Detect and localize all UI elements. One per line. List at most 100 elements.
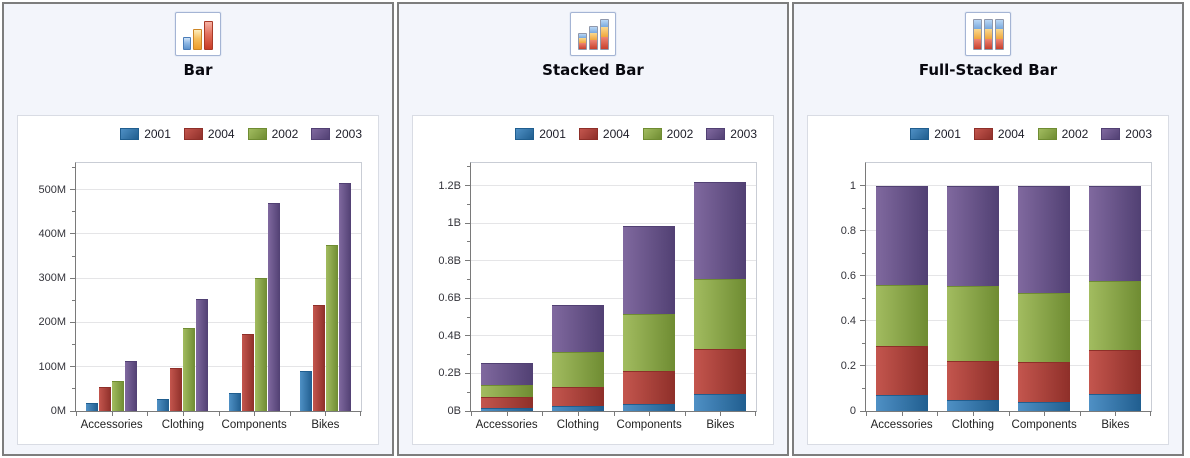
x-axis-minor-tick [1115, 412, 1117, 416]
bar-2001-Components [228, 393, 241, 411]
y-axis-minor-tick [72, 388, 75, 390]
x-axis-label: Clothing [556, 419, 599, 431]
y-axis-label: 0.4 [840, 314, 856, 327]
x-axis-tick [147, 412, 149, 416]
bar-segment-2001-Accessories [480, 407, 533, 411]
y-axis-label: 0B [447, 405, 461, 417]
chart-card: 2001 2004 2002 2003 0B 0.2B 0.4B 0.6B 0.8B 1B 1.2… [412, 115, 774, 445]
gridline [471, 372, 756, 374]
panel-bar: Bar 2001 2004 2002 2003 0M 100M 200M 300M 400M 5… [2, 2, 394, 456]
y-axis-label: 300M [38, 272, 66, 285]
legend-item-2004: 2004 [973, 127, 1025, 141]
icon-bar-stacked [599, 19, 609, 50]
bar-segment-2002-Components [1018, 293, 1071, 362]
legend-item-2003: 2003 [311, 127, 362, 141]
y-axis-minor-tick [862, 342, 865, 344]
x-axis-tick [613, 412, 615, 416]
bar-2001-Bikes [299, 371, 312, 411]
x-axis-minor-tick [901, 412, 903, 416]
panel-header: Bar [4, 4, 392, 79]
gridline [866, 365, 1151, 367]
bar-segment-2002-Clothing [946, 286, 999, 361]
panel-stacked-bar: Stacked Bar 2001 2004 2002 2003 0B 0.2B 0.4B 0… [397, 2, 789, 456]
bar-segment-2001-Clothing [551, 405, 604, 411]
legend-swatch [183, 128, 203, 140]
y-axis-tick [860, 320, 865, 322]
bar-segment-2003-Components [623, 225, 676, 315]
icon-bar-blue [183, 37, 191, 50]
gridline [76, 189, 361, 191]
legend-item-2001: 2001 [120, 127, 171, 141]
legend-label: 2003 [730, 127, 757, 141]
x-axis-tick [360, 412, 361, 416]
x-axis-minor-tick [1044, 412, 1046, 416]
chart-card: 2001 2004 2002 2003 0 0.2 0.4 0.6 0.8 1 Accessori… [807, 115, 1169, 445]
y-axis-minor-tick [862, 252, 865, 254]
x-axis-minor-tick [325, 412, 327, 416]
bar-2004-Clothing [170, 367, 183, 411]
y-axis-tick [465, 185, 470, 187]
legend-item-2001: 2001 [515, 127, 566, 141]
legend-item-2004: 2004 [578, 127, 630, 141]
y-axis-tick [70, 277, 75, 279]
bar-segment-2004-Clothing [946, 360, 999, 400]
y-axis-tick [465, 372, 470, 374]
legend-swatch [642, 128, 662, 140]
y-axis-label: 400M [38, 227, 66, 240]
y-axis-label: 0.6 [840, 269, 856, 282]
x-axis-label: Bikes [311, 419, 340, 431]
legend-swatch [120, 128, 140, 140]
bar-segment-2001-Bikes [1089, 394, 1142, 411]
y-axis-minor-tick [72, 344, 75, 346]
x-axis-minor-tick [720, 412, 722, 416]
bar-2002-Clothing [183, 328, 196, 411]
panel-header: Full-Stacked Bar [794, 4, 1182, 79]
y-axis-minor-tick [862, 297, 865, 299]
gridline [866, 275, 1151, 277]
gridline [76, 321, 361, 323]
bar-segment-2002-Clothing [551, 352, 604, 388]
bar-segment-2004-Accessories [480, 397, 533, 408]
y-axis-label: 0.8B [438, 254, 461, 267]
bar-2001-Accessories [86, 403, 99, 411]
y-axis-label: 0M [50, 405, 66, 417]
bar-2003-Bikes [338, 182, 351, 411]
legend-item-2002: 2002 [247, 127, 298, 141]
chart-legend: 2001 2004 2002 2003 [910, 127, 1152, 141]
x-axis-minor-tick [111, 412, 113, 416]
gridline [866, 230, 1151, 232]
stacked-bar-chart-icon[interactable] [570, 12, 616, 56]
icon-bar-full-stacked [972, 19, 982, 50]
y-axis-label: 0.6B [438, 292, 461, 305]
bar-segment-2004-Bikes [694, 349, 747, 395]
bar-2001-Clothing [157, 398, 170, 411]
x-axis-tick [684, 412, 686, 416]
bar-2002-Accessories [112, 380, 125, 411]
bar-segment-2003-Bikes [694, 181, 747, 279]
bar-chart-icon[interactable] [175, 12, 221, 56]
bar-2004-Accessories [99, 386, 112, 411]
x-axis-minor-tick [506, 412, 508, 416]
x-axis-tick [937, 412, 939, 416]
y-axis-minor-tick [467, 166, 470, 168]
legend-label: 2001 [934, 127, 961, 141]
legend-label: 2004 [997, 127, 1025, 141]
gridline [471, 185, 756, 187]
y-axis-tick [70, 321, 75, 323]
y-axis-minor-tick [72, 299, 75, 301]
y-axis-tick [70, 410, 75, 412]
icon-bar-full-stacked [983, 19, 993, 50]
legend-swatch [247, 128, 267, 140]
full-stacked-bar-chart-icon[interactable] [965, 12, 1011, 56]
y-axis-tick [465, 297, 470, 299]
y-axis-minor-tick [862, 387, 865, 389]
bar-2003-Clothing [196, 299, 209, 411]
gridline [76, 277, 361, 279]
x-axis-tick [76, 412, 77, 416]
bar-segment-2002-Accessories [875, 285, 928, 346]
legend-swatch [311, 128, 331, 140]
legend-label: 2003 [335, 127, 362, 141]
x-axis-tick [289, 412, 291, 416]
y-axis-tick [860, 275, 865, 277]
bar-2002-Components [254, 278, 267, 411]
